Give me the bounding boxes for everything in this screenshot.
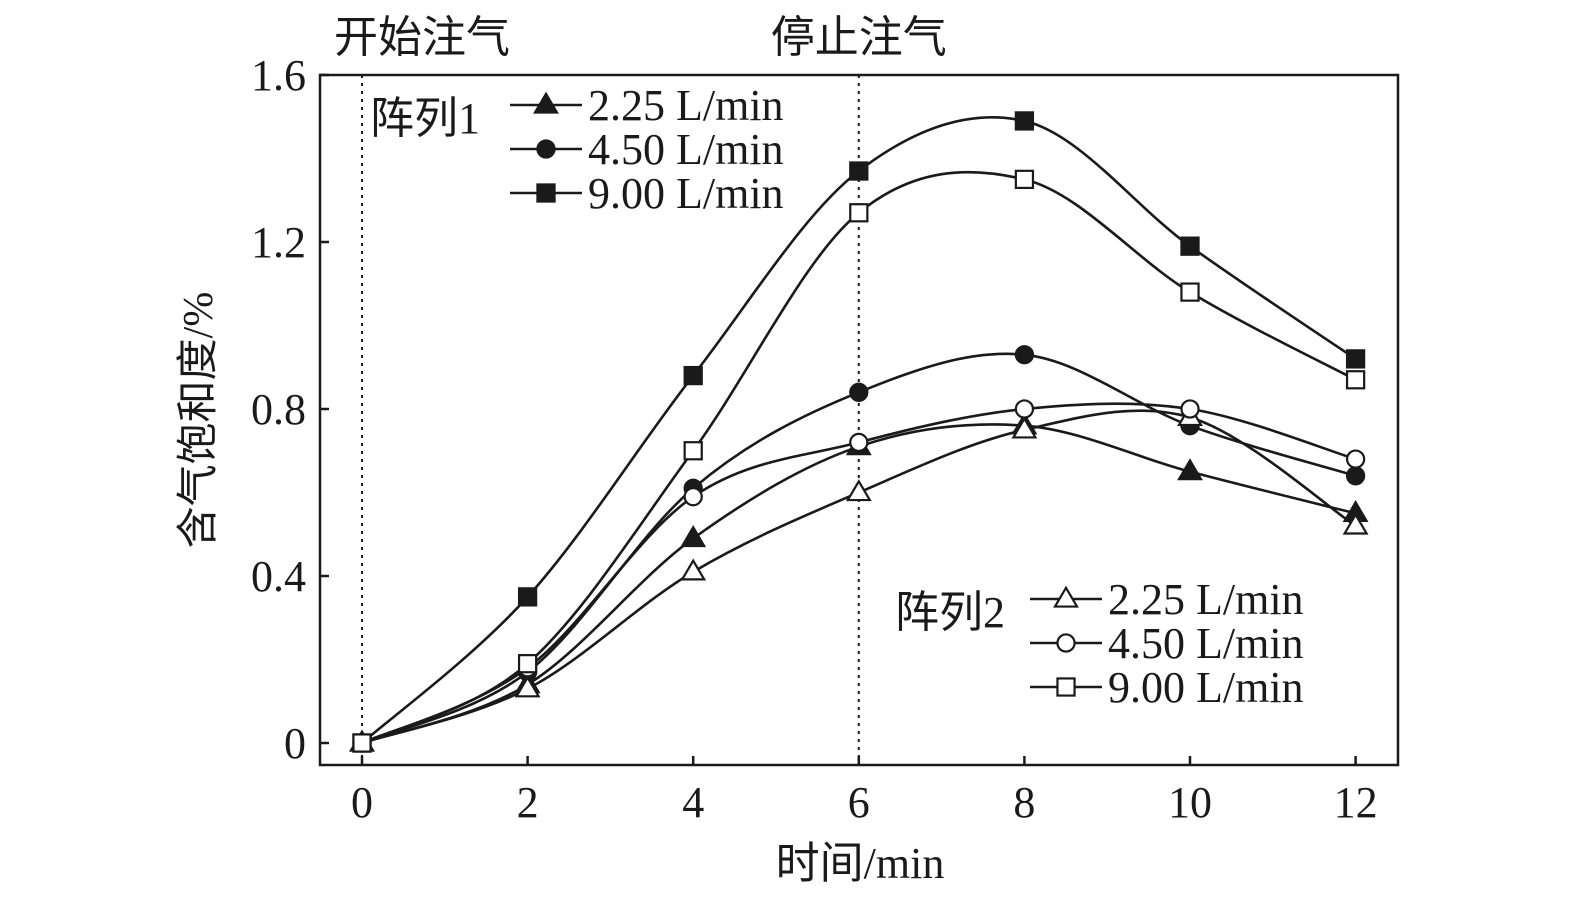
annotation-start-injection: 开始注气	[334, 13, 510, 62]
data-point	[1180, 282, 1200, 302]
x-tick-label: 8	[1013, 778, 1035, 827]
data-point	[683, 441, 703, 461]
x-tick-label: 12	[1334, 778, 1378, 827]
data-point	[683, 487, 703, 507]
y-tick-label: 1.6	[251, 51, 306, 100]
axes-layer: 0 2 4 6 8 10 12 0 0.4 0.8 1.2 1.6	[251, 51, 1378, 827]
data-point	[1014, 399, 1035, 419]
legend-entry-label: 2.25 L/min	[588, 81, 784, 130]
x-tick-label: 0	[351, 778, 373, 827]
y-tick-label: 0.8	[251, 385, 306, 434]
data-point	[849, 203, 869, 223]
data-point	[680, 558, 707, 581]
legend-marker	[1053, 585, 1079, 608]
injection-guides: 开始注气 停止注气	[334, 13, 947, 765]
x-tick-label: 2	[517, 778, 539, 827]
data-point	[849, 161, 869, 181]
x-tick-label: 4	[682, 778, 704, 827]
data-point	[1345, 349, 1366, 369]
data-point	[1011, 416, 1038, 439]
data-point	[1014, 345, 1035, 365]
data-point	[514, 675, 541, 698]
data-point	[683, 365, 703, 386]
data-point	[1177, 458, 1203, 481]
data-point	[1014, 111, 1035, 131]
data-point	[1342, 512, 1369, 535]
legend-marker	[536, 139, 556, 159]
legend-entry-label: 9.00 L/min	[1108, 663, 1304, 712]
x-tick-label: 10	[1168, 778, 1212, 827]
y-axis-label: 含气饱和度/%	[176, 292, 222, 549]
data-point	[849, 382, 869, 402]
legend-marker	[536, 183, 556, 203]
data-point	[1345, 370, 1366, 390]
series-6	[352, 169, 1366, 753]
legend-entry-label: 2.25 L/min	[1108, 575, 1304, 624]
data-point	[1180, 236, 1200, 256]
legend-marker	[533, 91, 559, 114]
legend-group-title: 阵列1	[370, 94, 480, 143]
data-point	[845, 479, 872, 502]
legend-group-title: 阵列2	[895, 588, 1005, 637]
legend-marker	[1056, 677, 1076, 697]
legend-entry-label: 4.50 L/min	[588, 125, 784, 174]
y-tick-label: 0.4	[251, 552, 306, 601]
x-axis-label: 时间/min	[776, 839, 945, 888]
data-point	[517, 654, 538, 674]
legend-entry-label: 9.00 L/min	[588, 169, 784, 218]
data-point	[849, 432, 869, 453]
legend-marker	[1056, 633, 1076, 653]
data-point	[1345, 466, 1366, 486]
series-layer	[349, 111, 1369, 753]
data-point	[1180, 399, 1200, 419]
y-tick-label: 1.2	[251, 218, 306, 267]
data-point	[1014, 169, 1035, 190]
data-point	[1345, 449, 1366, 469]
data-point	[680, 525, 707, 548]
data-point	[352, 733, 372, 753]
x-tick-label: 6	[848, 778, 870, 827]
y-tick-label: 0	[284, 719, 306, 768]
legend-entry-label: 4.50 L/min	[1108, 619, 1304, 668]
data-point	[517, 587, 538, 607]
annotation-stop-injection: 停止注气	[771, 13, 947, 62]
